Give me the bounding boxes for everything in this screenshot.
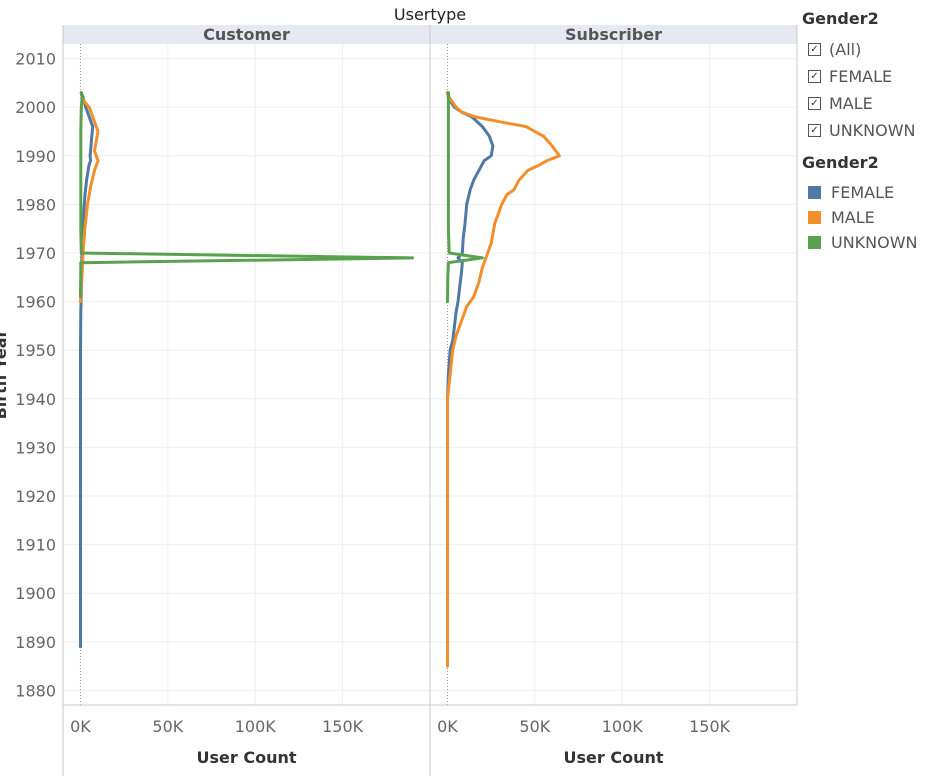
x-tick-label: 0K	[70, 717, 91, 736]
frame-layer	[62, 25, 798, 776]
y-tick-label: 2000	[15, 98, 56, 117]
color-legend-item-male[interactable]: MALE	[802, 205, 948, 230]
x-tick-label: 100K	[602, 717, 644, 736]
color-legend-item-female[interactable]: FEMALE	[802, 180, 948, 205]
y-tick-label: 1960	[15, 293, 56, 312]
series-line-customer-male	[79, 91, 100, 304]
y-tick-label: 1950	[15, 341, 56, 360]
checkbox-icon[interactable]: ✓	[808, 70, 821, 83]
text-layer: Usertype Customer 0K 50K 100K 150K User Count S…	[0, 5, 731, 767]
color-legend-label: FEMALE	[831, 183, 895, 202]
legend-panel: Gender2 ✓ (All) ✓ FEMALE ✓ MALE ✓ UNKNOW…	[802, 8, 948, 255]
x-tick-label: 150K	[689, 717, 731, 736]
y-tick-label: 1920	[15, 487, 56, 506]
series-line-customer-female	[79, 91, 95, 649]
filter-item-female[interactable]: ✓ FEMALE	[802, 63, 948, 90]
x-tick-label: 0K	[437, 717, 458, 736]
y-tick-label: 2010	[15, 50, 56, 69]
pane-header-customer: Customer	[203, 25, 290, 44]
pane-header-band	[430, 25, 797, 44]
y-tick-label: 1890	[15, 633, 56, 652]
y-tick-label: 1970	[15, 244, 56, 263]
y-tick-label: 1990	[15, 147, 56, 166]
x-tick-label: 100K	[235, 717, 277, 736]
filter-item-unknown[interactable]: ✓ UNKNOWN	[802, 117, 948, 144]
y-tick-label: 1940	[15, 390, 56, 409]
pane-header-band	[63, 25, 430, 44]
filter-title: Gender2	[802, 9, 879, 28]
grid-layer	[63, 44, 797, 705]
filter-item-all[interactable]: ✓ (All)	[802, 36, 948, 63]
color-legend-label: UNKNOWN	[831, 233, 918, 252]
y-tick-label: 1930	[15, 438, 56, 457]
x-tick-label: 50K	[519, 717, 550, 736]
y-tick-label: 1910	[15, 536, 56, 555]
filter-item-male[interactable]: ✓ MALE	[802, 90, 948, 117]
color-legend-label: MALE	[831, 208, 875, 227]
swatch-icon	[808, 186, 821, 199]
checkbox-icon[interactable]: ✓	[808, 43, 821, 56]
y-tick-label: 1980	[15, 195, 56, 214]
y-tick-label: 1880	[15, 681, 56, 700]
series-line-subscriber-female	[446, 91, 495, 653]
color-legend-title: Gender2	[802, 153, 879, 172]
x-tick-label: 50K	[152, 717, 183, 736]
filter-item-label: MALE	[829, 94, 873, 113]
checkbox-icon[interactable]: ✓	[808, 124, 821, 137]
swatch-icon	[808, 236, 821, 249]
color-legend-item-unknown[interactable]: UNKNOWN	[802, 230, 948, 255]
column-title: Usertype	[394, 5, 466, 24]
pane-header-subscriber: Subscriber	[565, 25, 662, 44]
swatch-icon	[808, 211, 821, 224]
x-axis-title: User Count	[197, 748, 297, 767]
x-axis-title: User Count	[564, 748, 664, 767]
checkbox-icon[interactable]: ✓	[808, 97, 821, 110]
series-layer	[79, 91, 561, 668]
series-line-subscriber-unknown	[446, 91, 484, 304]
x-tick-label: 150K	[322, 717, 364, 736]
filter-item-label: FEMALE	[829, 67, 893, 86]
y-tick-label: 1900	[15, 584, 56, 603]
filter-item-label: (All)	[829, 40, 862, 59]
chart-svg: Usertype Customer 0K 50K 100K 150K User Count S…	[0, 5, 798, 776]
series-line-subscriber-male	[446, 91, 561, 668]
y-axis-title: Birth Year	[0, 329, 10, 419]
filter-item-label: UNKNOWN	[829, 121, 916, 140]
series-line-customer-unknown	[79, 91, 414, 299]
